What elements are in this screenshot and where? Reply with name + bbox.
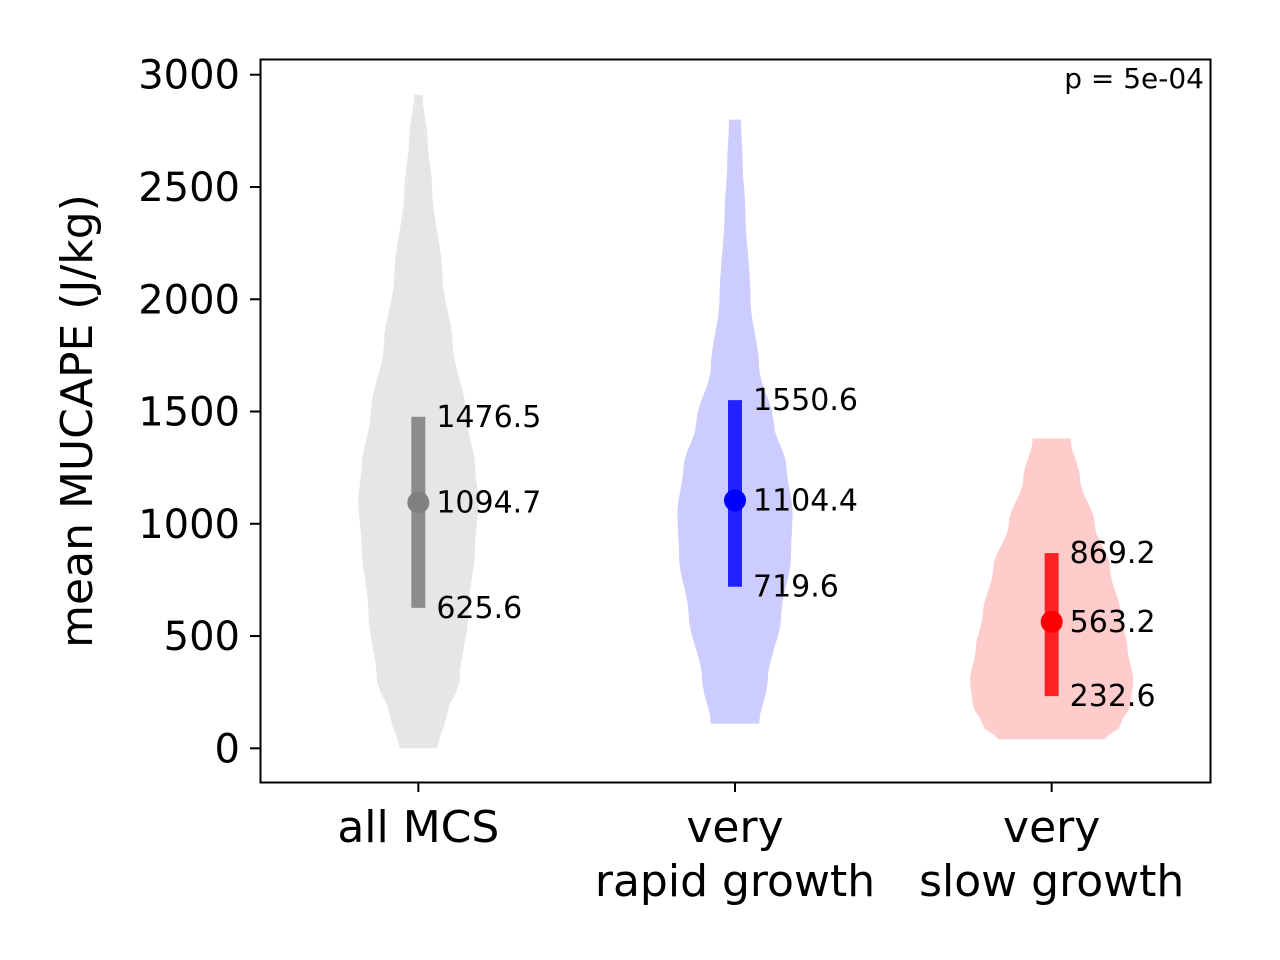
- y-axis-title: mean MUCAPE (J/kg): [52, 194, 103, 648]
- q3-value-label: 1476.5: [436, 400, 541, 435]
- y-tick-label: 2500: [138, 165, 240, 211]
- x-category-label: very: [686, 802, 783, 853]
- q1-value-label: 232.6: [1070, 679, 1156, 714]
- y-tick-label: 3000: [138, 53, 240, 99]
- median-value-label: 1094.7: [436, 486, 541, 521]
- median-point: [1040, 610, 1063, 633]
- q1-value-label: 719.6: [753, 570, 839, 605]
- y-axis: 0 500 1000 1500 2000 2500 3000: [138, 53, 260, 772]
- y-tick-label: 0: [215, 726, 240, 772]
- median-value-label: 563.2: [1070, 605, 1156, 640]
- median-point: [724, 489, 746, 512]
- q3-value-label: 869.2: [1070, 536, 1156, 571]
- q1-value-label: 625.6: [436, 591, 522, 626]
- x-category-label: very: [1003, 802, 1100, 853]
- y-tick-label: 1500: [138, 390, 240, 436]
- x-category-label: all MCS: [337, 802, 499, 853]
- x-category-label: rapid growth: [595, 856, 875, 907]
- q3-value-label: 1550.6: [753, 383, 858, 418]
- p-value-annotation: p = 5e-04: [1064, 62, 1204, 95]
- median-point: [407, 491, 430, 514]
- violin-layer: 1476.5 1094.7 625.6 1550.6 1104.4 719.6 869.2 5…: [358, 94, 1156, 749]
- y-tick-label: 1000: [138, 502, 240, 548]
- x-category-label: slow growth: [919, 856, 1184, 907]
- y-tick-label: 2000: [138, 277, 240, 323]
- y-tick-label: 500: [164, 614, 240, 660]
- median-value-label: 1104.4: [753, 483, 858, 518]
